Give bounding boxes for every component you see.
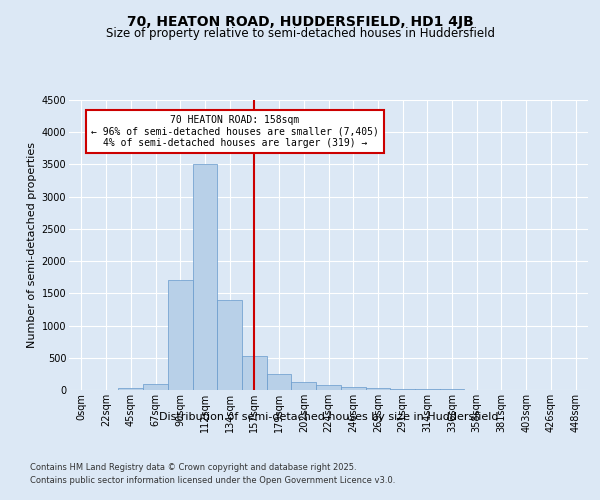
Text: 70 HEATON ROAD: 158sqm
← 96% of semi-detached houses are smaller (7,405)
4% of s: 70 HEATON ROAD: 158sqm ← 96% of semi-det…: [91, 114, 379, 148]
Bar: [415, 389, 440, 390]
Text: Distribution of semi-detached houses by size in Huddersfield: Distribution of semi-detached houses by …: [159, 412, 499, 422]
Bar: [390, 388, 415, 390]
Text: 70, HEATON ROAD, HUDDERSFIELD, HD1 4JB: 70, HEATON ROAD, HUDDERSFIELD, HD1 4JB: [127, 15, 473, 29]
Bar: [316, 385, 341, 390]
Bar: [365, 388, 390, 390]
Bar: [217, 300, 242, 390]
Bar: [267, 374, 292, 390]
Y-axis label: Number of semi-detached properties: Number of semi-detached properties: [28, 142, 37, 348]
Bar: [341, 387, 365, 390]
Bar: [193, 164, 217, 390]
Bar: [143, 384, 168, 390]
Text: Size of property relative to semi-detached houses in Huddersfield: Size of property relative to semi-detach…: [106, 28, 494, 40]
Bar: [118, 388, 143, 390]
Text: Contains HM Land Registry data © Crown copyright and database right 2025.: Contains HM Land Registry data © Crown c…: [30, 462, 356, 471]
Bar: [168, 280, 193, 390]
Bar: [292, 382, 316, 390]
Text: Contains public sector information licensed under the Open Government Licence v3: Contains public sector information licen…: [30, 476, 395, 485]
Bar: [242, 356, 267, 390]
